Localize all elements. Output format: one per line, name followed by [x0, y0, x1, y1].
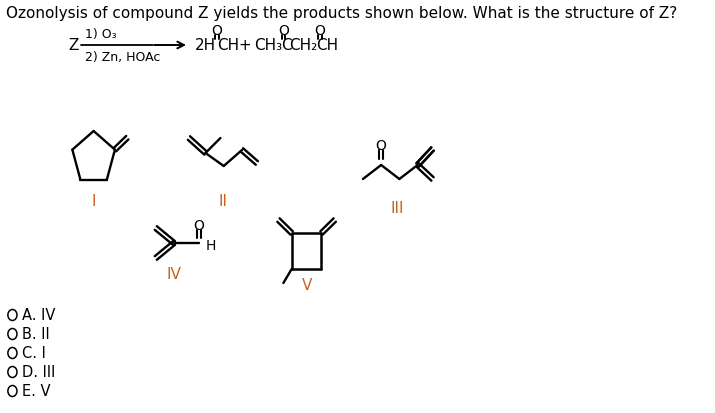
- Text: +: +: [234, 38, 256, 53]
- Text: O: O: [212, 24, 222, 38]
- Text: B. II: B. II: [22, 327, 50, 342]
- Text: C: C: [281, 38, 292, 53]
- Text: O: O: [194, 218, 204, 233]
- Text: O: O: [375, 139, 387, 153]
- Text: CH₃: CH₃: [255, 38, 282, 53]
- Text: O: O: [278, 24, 289, 38]
- Text: 2H: 2H: [194, 38, 216, 53]
- Text: D. III: D. III: [22, 365, 56, 380]
- Text: H: H: [205, 238, 216, 252]
- Text: CH: CH: [316, 38, 337, 53]
- Text: I: I: [92, 194, 96, 209]
- Text: CH: CH: [217, 38, 240, 53]
- Text: E. V: E. V: [22, 384, 51, 399]
- Text: 1) O₃: 1) O₃: [85, 28, 117, 41]
- Text: Ozonolysis of compound Z yields the products shown below. What is the structure : Ozonolysis of compound Z yields the prod…: [6, 6, 677, 21]
- Text: O: O: [315, 24, 325, 38]
- Text: III: III: [391, 201, 405, 216]
- Text: Z: Z: [68, 38, 79, 53]
- Text: V: V: [302, 277, 312, 292]
- Text: IV: IV: [167, 266, 182, 281]
- Text: CH₂: CH₂: [289, 38, 317, 53]
- Text: A. IV: A. IV: [22, 308, 56, 323]
- Text: C. I: C. I: [22, 346, 46, 361]
- Text: 2) Zn, HOAc: 2) Zn, HOAc: [85, 51, 161, 64]
- Text: II: II: [218, 194, 227, 209]
